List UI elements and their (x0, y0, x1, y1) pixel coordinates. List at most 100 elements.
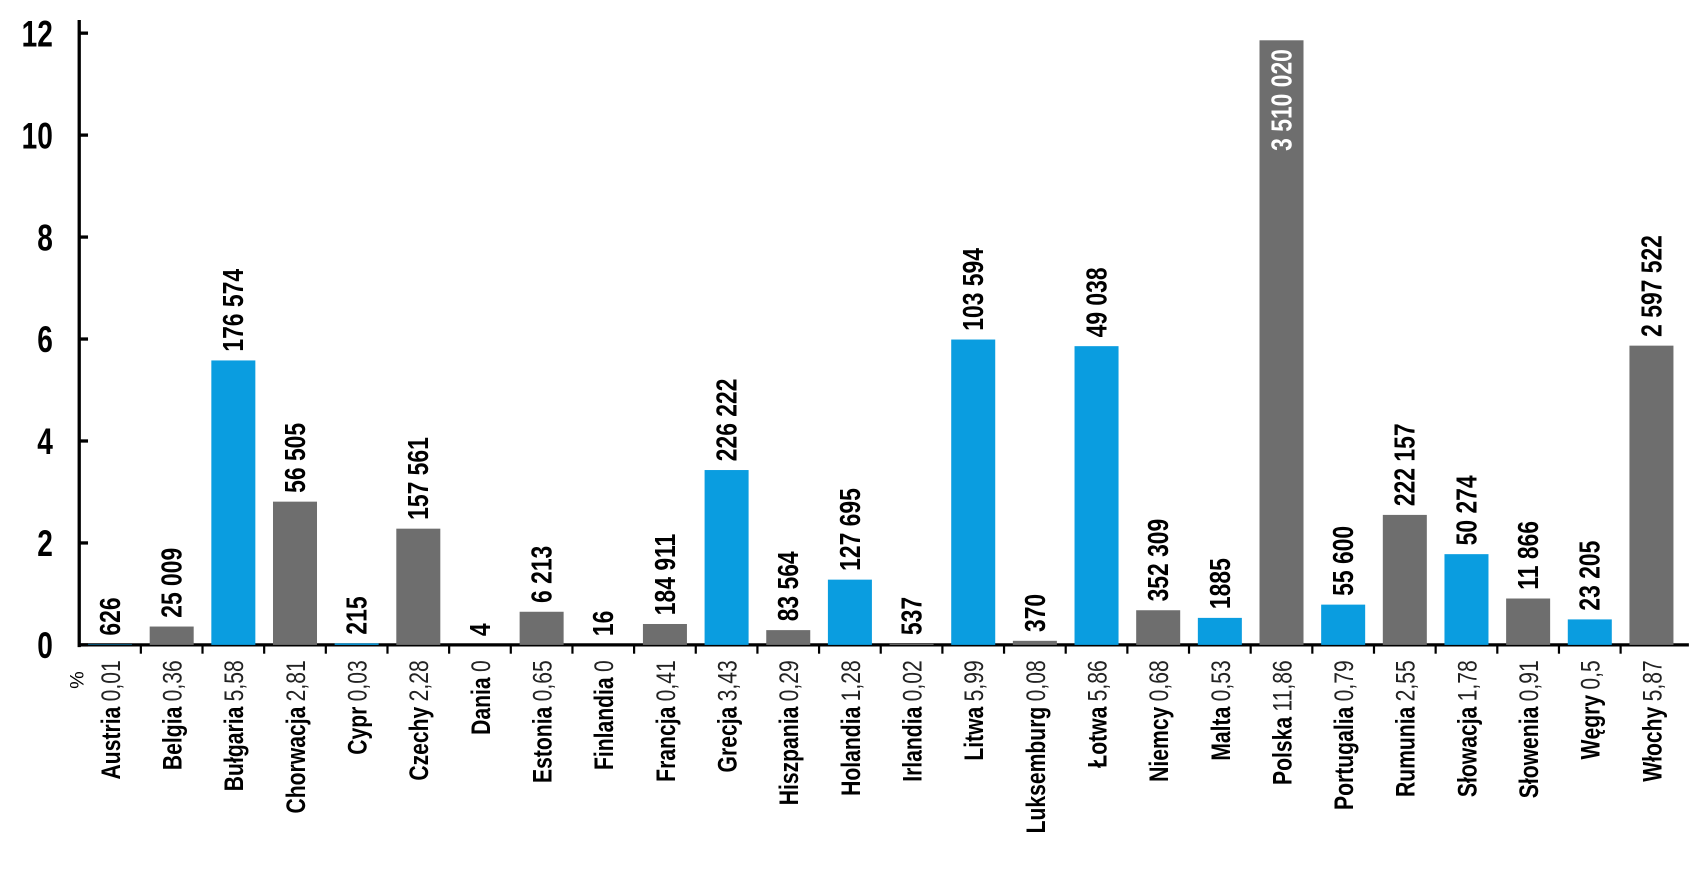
count-label: 626 (96, 597, 127, 635)
x-tick-label: Rumunia 2,55 (1392, 660, 1422, 797)
count-label: 1885 (1205, 558, 1236, 609)
x-tick-label: Chorwacja 2,81 (282, 660, 312, 813)
x-tick-label: Irlandia 0,02 (898, 660, 928, 782)
category-name: Irlandia (898, 706, 928, 782)
count-label: 2 597 522 (1637, 235, 1668, 337)
bar (1629, 345, 1674, 645)
category-name: Hiszpania (775, 706, 805, 805)
bar (519, 611, 564, 645)
count-label: 127 695 (836, 488, 867, 571)
category-name: Polska (1268, 716, 1298, 785)
value-label: 2,81 (282, 660, 312, 701)
category-name: Estonia (528, 706, 558, 783)
x-tick-label: Cypr 0,03 (343, 660, 373, 755)
x-tick-label: Litwa 5,99 (960, 660, 990, 760)
bar (149, 626, 194, 645)
value-label: 0,41 (652, 660, 682, 701)
bar (1259, 40, 1304, 645)
x-tick-label: Niemcy 0,68 (1145, 660, 1175, 782)
category-name: Malta (1207, 706, 1237, 761)
value-label: 0,03 (343, 660, 373, 701)
bar (1012, 640, 1057, 645)
x-tick-label: Malta 0,53 (1207, 660, 1237, 760)
value-label: 0,53 (1207, 660, 1237, 701)
x-tick-label: Dania 0 (467, 660, 497, 735)
value-label: 0,36 (158, 660, 188, 701)
y-tick-label: 10 (22, 116, 53, 158)
value-label: 0,29 (775, 660, 805, 701)
bar (1321, 604, 1366, 645)
count-label: 222 157 (1390, 423, 1421, 506)
category-name: Luksemburg (1022, 707, 1052, 834)
category-name: Francja (652, 706, 682, 782)
category-name: Austria (97, 706, 127, 779)
bar (211, 360, 256, 645)
x-tick-label: Czechy 2,28 (405, 660, 435, 780)
category-name: Węgry (1577, 694, 1607, 759)
count-label: 184 911 (651, 534, 682, 615)
x-tick-label: Węgry 0,5 (1577, 660, 1607, 759)
category-name: Włochy (1638, 706, 1668, 782)
y-tick-label: 4 (37, 421, 53, 463)
value-label: 5,86 (1083, 660, 1113, 701)
bar (396, 528, 441, 645)
category-name: Portugalia (1330, 706, 1360, 810)
category-name: Rumunia (1392, 706, 1422, 797)
x-tick-label: Polska 11,86 (1268, 660, 1298, 785)
category-name: Bułgaria (220, 706, 250, 791)
bar (334, 643, 379, 645)
count-label: 6 213 (527, 546, 558, 603)
category-name: Czechy (405, 706, 435, 781)
x-tick-label: Słowacja 1,78 (1453, 660, 1483, 797)
y-axis-label: % (67, 671, 89, 689)
count-label: 55 600 (1329, 526, 1360, 596)
x-tick-label: Estonia 0,65 (528, 660, 558, 783)
value-label: 0,68 (1145, 660, 1175, 701)
y-tick-label: 2 (37, 523, 53, 565)
x-tick-label: Słowenia 0,91 (1515, 660, 1545, 798)
category-name: Cypr (343, 707, 373, 755)
y-tick-label: 8 (37, 217, 53, 259)
x-tick-label: Włochy 5,87 (1638, 660, 1668, 781)
bar (1506, 598, 1551, 645)
bar (88, 644, 133, 645)
y-tick-label: 0 (37, 625, 53, 667)
count-label: 3 510 020 (1267, 49, 1298, 151)
count-label: 25 009 (157, 548, 188, 618)
x-tick-label: Belgia 0,36 (158, 660, 188, 770)
bar (1136, 610, 1181, 645)
count-label: 215 (342, 596, 373, 634)
category-name: Litwa (960, 706, 990, 761)
count-label: 11 866 (1514, 521, 1545, 590)
x-tick-label: Bułgaria 5,58 (220, 660, 250, 791)
bar (642, 623, 687, 645)
count-label: 4 (466, 623, 497, 636)
count-label: 56 505 (281, 423, 312, 493)
y-tick-label: 12 (22, 14, 53, 56)
bar (1074, 346, 1119, 645)
count-label: 157 561 (404, 437, 435, 520)
value-label: 1,28 (837, 660, 867, 701)
count-label: 370 (1020, 594, 1051, 632)
value-label: 5,58 (220, 660, 250, 701)
value-label: 0,65 (528, 660, 558, 701)
category-name: Słowenia (1515, 706, 1545, 798)
category-name: Słowacja (1453, 706, 1483, 797)
x-tick-label: Hiszpania 0,29 (775, 660, 805, 805)
value-label: 0,08 (1022, 660, 1052, 701)
category-name: Dania (467, 677, 497, 735)
count-label: 49 038 (1082, 267, 1113, 337)
value-label: 3,43 (713, 660, 743, 701)
bar (1567, 619, 1612, 645)
count-label: 50 274 (1452, 475, 1483, 545)
value-label: 11,86 (1268, 660, 1298, 711)
x-tick-label: Łotwa 5,86 (1083, 660, 1113, 767)
bar (1382, 514, 1427, 645)
value-label: 0 (590, 660, 620, 672)
count-label: 352 309 (1144, 519, 1175, 602)
count-label: 537 (897, 597, 928, 635)
x-tick-label: Luksemburg 0,08 (1022, 660, 1052, 833)
x-tick-label: Holandia 1,28 (837, 660, 867, 796)
value-label: 5,99 (960, 660, 990, 701)
